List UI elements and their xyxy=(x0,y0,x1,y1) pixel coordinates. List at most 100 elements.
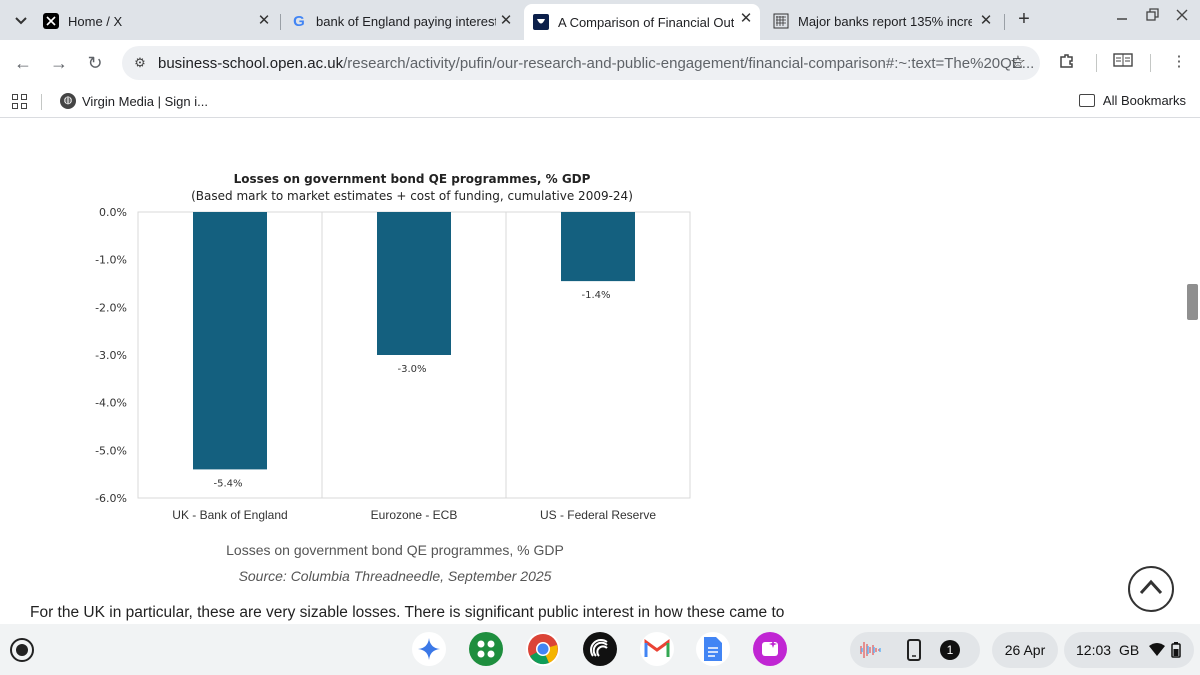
globe-icon: ◍ xyxy=(60,93,76,109)
podcast-app[interactable] xyxy=(583,632,617,666)
tab-major-banks[interactable]: Major banks report 135% increa ✕ xyxy=(772,6,1000,36)
y-tick-label: 0.0% xyxy=(99,206,127,219)
tab-google-search[interactable]: G bank of England paying interest ✕ xyxy=(290,6,520,36)
scroll-to-top-button[interactable] xyxy=(1128,566,1174,612)
folder-icon xyxy=(1078,94,1095,107)
bar xyxy=(193,212,267,470)
article-paragraph: For the UK in particular, these are very… xyxy=(30,604,785,621)
docs-icon xyxy=(704,637,722,661)
data-label: -1.4% xyxy=(581,290,610,301)
back-arrow-icon: ← xyxy=(14,53,32,73)
bookmark-star-icon[interactable]: ☆ xyxy=(1009,52,1026,72)
y-tick-label: -2.0% xyxy=(95,301,127,314)
audio-waveform-icon xyxy=(860,642,881,658)
open-university-icon xyxy=(532,13,550,31)
tab-title: A Comparison of Financial Outt xyxy=(558,14,734,30)
minimize-icon xyxy=(1117,18,1127,20)
apps-icon xyxy=(477,640,495,658)
back-button[interactable]: ← xyxy=(10,50,36,76)
bar-chart: 0.0% -1.0% -2.0% -3.0% -4.0% -5.0% -6.0% -5.4% U… xyxy=(95,206,691,522)
status-tray-apps[interactable]: 1 xyxy=(850,632,980,668)
minimize-button[interactable] xyxy=(1110,8,1134,30)
podcast-icon xyxy=(590,639,608,657)
category-label: UK - Bank of England xyxy=(172,508,287,522)
gmail-app[interactable] xyxy=(640,632,674,666)
url-path: /research/activity/pufin/our-research-an… xyxy=(343,55,1035,72)
chart-subtitle: (Based mark to market estimates + cost o… xyxy=(191,189,633,203)
close-tab-icon[interactable]: ✕ xyxy=(979,12,993,29)
parliament-icon xyxy=(772,12,790,30)
tab-separator xyxy=(280,14,281,30)
page-scrollbar[interactable] xyxy=(1184,118,1200,624)
battery-icon xyxy=(1171,642,1182,658)
chrome-icon xyxy=(528,634,558,665)
reload-icon: ↻ xyxy=(87,53,103,73)
scrollbar-thumb[interactable] xyxy=(1187,284,1198,320)
tab-separator xyxy=(1004,14,1005,30)
data-label: -5.4% xyxy=(213,478,242,489)
date-text: 26 Apr xyxy=(1004,642,1046,658)
tab-search-button[interactable] xyxy=(8,8,34,34)
y-tick-label: -3.0% xyxy=(95,349,127,362)
gemini-app[interactable] xyxy=(412,632,446,666)
url-domain: business-school.open.ac.uk xyxy=(158,55,344,72)
close-tab-icon[interactable]: ✕ xyxy=(499,12,513,29)
extensions-icon[interactable] xyxy=(1056,52,1078,74)
apps-grid-icon[interactable] xyxy=(12,94,28,110)
x-logo-icon xyxy=(42,12,60,30)
system-tray[interactable]: 12:03 GB xyxy=(1064,632,1194,668)
url-text: business-school.open.ac.uk/research/acti… xyxy=(158,55,1034,72)
canvas-icon xyxy=(762,640,778,656)
tab-financial-comparison[interactable]: A Comparison of Financial Outt ✕ xyxy=(524,4,760,40)
bar xyxy=(377,212,451,355)
page-content: 0.0% -1.0% -2.0% -3.0% -4.0% -5.0% -6.0% -5.4% U… xyxy=(0,118,1184,624)
bookmarks-bar: ◍ Virgin Media | Sign i... All Bookmarks xyxy=(0,86,1200,118)
close-window-button[interactable] xyxy=(1170,8,1194,30)
clock-time: 12:03 xyxy=(1076,642,1112,658)
photo-editor-app[interactable] xyxy=(753,632,787,666)
close-icon xyxy=(1176,9,1188,21)
bar xyxy=(561,212,635,282)
all-bookmarks-label: All Bookmarks xyxy=(1102,93,1186,108)
y-tick-label: -5.0% xyxy=(95,444,127,457)
reading-list-icon[interactable] xyxy=(1112,52,1134,72)
site-settings-icon[interactable]: ⚙ xyxy=(134,55,146,70)
bookmark-separator xyxy=(41,94,42,110)
gemini-icon xyxy=(418,638,440,660)
tab-title: bank of England paying interest xyxy=(316,13,496,29)
address-bar[interactable]: ⚙ business-school.open.ac.uk/research/ac… xyxy=(122,46,1040,80)
figure-caption: Losses on government bond QE programmes,… xyxy=(226,542,564,558)
forward-arrow-icon: → xyxy=(50,53,68,73)
y-tick-label: -4.0% xyxy=(95,397,127,410)
menu-kebab-icon[interactable]: ⋮ xyxy=(1171,53,1187,70)
locale-indicator: GB xyxy=(1119,642,1140,658)
new-tab-button[interactable]: + xyxy=(1018,8,1030,30)
notification-badge[interactable]: 1 xyxy=(940,640,960,660)
tab-title: Home / X xyxy=(68,13,123,29)
phone-hub-icon xyxy=(907,639,921,661)
wifi-icon xyxy=(1149,643,1166,656)
os-shelf: 1 26 Apr 12:03 GB xyxy=(0,624,1200,675)
tab-x-home[interactable]: Home / X ✕ xyxy=(42,6,278,36)
launcher-button[interactable] xyxy=(10,638,34,662)
y-tick-label: -1.0% xyxy=(95,254,127,267)
data-label: -3.0% xyxy=(397,364,426,375)
chart-title: Losses on government bond QE programmes,… xyxy=(233,172,591,186)
google-icon: G xyxy=(293,12,305,30)
forward-button[interactable]: → xyxy=(46,50,72,76)
y-tick-label: -6.0% xyxy=(95,492,127,505)
reload-button[interactable]: ↻ xyxy=(82,50,108,76)
all-bookmarks-button[interactable]: All Bookmarks xyxy=(1078,93,1186,108)
restore-button[interactable] xyxy=(1140,8,1164,30)
app-launcher-app[interactable] xyxy=(469,632,503,666)
calendar-date[interactable]: 26 Apr xyxy=(992,632,1058,668)
chrome-app[interactable] xyxy=(526,632,560,666)
bookmark-virgin-media[interactable]: ◍ Virgin Media | Sign i... xyxy=(60,93,208,109)
category-label: US - Federal Reserve xyxy=(540,508,656,522)
bookmark-label: Virgin Media | Sign i... xyxy=(82,93,208,109)
close-tab-icon[interactable]: ✕ xyxy=(739,10,753,27)
category-label: Eurozone - ECB xyxy=(371,508,458,522)
docs-app[interactable] xyxy=(696,632,730,666)
close-tab-icon[interactable]: ✕ xyxy=(257,12,271,29)
